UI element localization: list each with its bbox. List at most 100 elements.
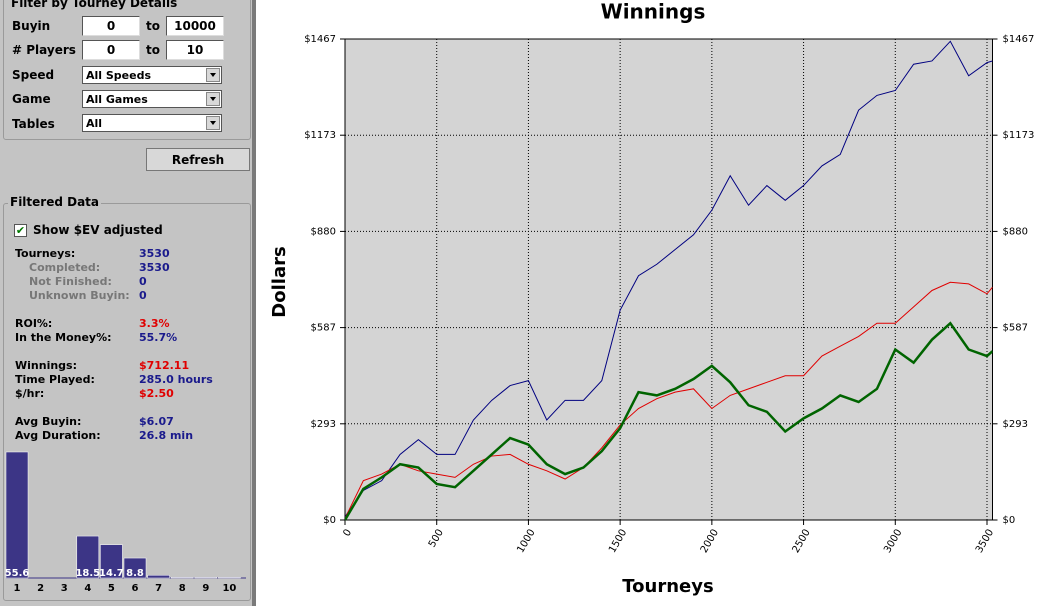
tables-value: All	[86, 117, 103, 130]
stat-label: Avg Duration:	[15, 429, 101, 442]
x-tick-label: 10	[222, 583, 236, 594]
players-label: # Players	[12, 43, 76, 57]
x-tick-label: 3000	[882, 528, 904, 556]
series-line	[345, 40, 993, 518]
y-tick-label: $587	[311, 323, 336, 334]
x-tick-label: 2500	[791, 528, 813, 556]
bar	[5, 451, 29, 579]
filter-title: Filter by Tourney Details	[9, 0, 180, 10]
stat-value: 3.3%	[139, 317, 170, 330]
bar	[76, 535, 100, 579]
series-line	[345, 321, 993, 521]
buyin-from[interactable]: 0	[82, 16, 140, 36]
dropdown-arrow[interactable]	[206, 68, 220, 82]
to-label: to	[146, 43, 160, 57]
x-tick-label: 5	[108, 583, 115, 594]
game-label: Game	[12, 92, 51, 106]
bar-value-label: 8.8	[126, 568, 144, 579]
lines	[345, 40, 993, 521]
checkbox[interactable]: ✔	[14, 224, 27, 237]
stat-label: Completed:	[29, 261, 101, 274]
speed-label: Speed	[12, 68, 55, 82]
buyin-to[interactable]: 10000	[166, 16, 224, 36]
stat-label: Tourneys:	[15, 247, 76, 260]
x-tick-label: 3500	[974, 528, 996, 556]
bar	[170, 577, 194, 579]
tables-select[interactable]: All	[82, 114, 222, 132]
stat-label: Winnings:	[15, 359, 77, 372]
stat-value: $2.50	[139, 387, 174, 400]
y-tick-label: $880	[311, 226, 336, 237]
plot-area	[344, 38, 993, 521]
bar	[218, 577, 241, 579]
stat-value: 55.7%	[139, 331, 178, 344]
stat-value: 0	[139, 289, 147, 302]
y2-tick-label: $293	[1003, 419, 1028, 430]
bar	[100, 544, 123, 579]
x-tick-label: 2000	[699, 528, 721, 556]
y2-tick-label: $587	[1003, 323, 1028, 334]
chart: Winnings Tourneys Dollars $0 $0 $293 $293 $5…	[269, 0, 1035, 597]
y-tick-label: $1467	[304, 34, 336, 45]
x-tick-label: 0	[341, 528, 354, 539]
filtered-title: Filtered Data	[8, 195, 102, 209]
x-tick-label: 3	[61, 583, 68, 594]
y-tick-label: $293	[311, 419, 336, 430]
stat-value: 3530	[139, 261, 170, 274]
stat-label: Not Finished:	[29, 275, 112, 288]
refresh-button[interactable]: Refresh	[146, 148, 250, 171]
y-tick-label: $0	[323, 515, 336, 526]
stat-label: $/hr:	[15, 387, 45, 400]
x-axis-label: Tourneys	[622, 576, 713, 597]
buyin-label: Buyin	[12, 19, 51, 33]
stat-value: 26.8 min	[139, 429, 194, 442]
stat-label: Avg Buyin:	[15, 415, 82, 428]
stat-label: In the Money%:	[15, 331, 112, 344]
stat-value: 285.0 hours	[139, 373, 213, 386]
chart-title: Winnings	[601, 0, 706, 24]
x-tick-label: 8	[179, 583, 186, 594]
x-tick-label: 2	[37, 583, 44, 594]
bar	[194, 577, 218, 579]
stat-value: 0	[139, 275, 147, 288]
finish-chart: 55.6 1 2 3 18.5 4 14.7 5 8.8 6 7 8 9 10	[5, 451, 246, 594]
tables-label: Tables	[12, 117, 55, 131]
series-line	[345, 281, 993, 519]
game-select[interactable]: All Games	[82, 90, 222, 108]
bar	[147, 575, 170, 579]
x-tick-label: 500	[427, 528, 446, 550]
x-tick-label: 1	[14, 583, 21, 594]
stat-value: 3530	[139, 247, 170, 260]
bar-value-label: 55.6	[5, 568, 30, 579]
y-tick-label: $1173	[304, 130, 336, 141]
y2-tick-label: $0	[1003, 515, 1016, 526]
x-tick-label: 9	[202, 583, 209, 594]
dropdown-arrow[interactable]	[206, 116, 220, 130]
y2-tick-label: $1467	[1003, 34, 1035, 45]
stat-label: Unknown Buyin:	[29, 289, 130, 302]
stat-label: Time Played:	[15, 373, 95, 386]
x-tick-label: 1000	[515, 528, 537, 556]
to-label: to	[146, 19, 160, 33]
bar-value-label: 18.5	[75, 568, 100, 579]
side-panel: Filter by Tourney Details Buyin 0 to 100…	[0, 0, 256, 606]
players-to[interactable]: 10	[166, 40, 224, 60]
dropdown-arrow[interactable]	[206, 92, 220, 106]
y2-tick-label: $880	[1003, 226, 1028, 237]
speed-select[interactable]: All Speeds	[82, 66, 222, 84]
speed-value: All Speeds	[86, 69, 152, 82]
checkbox-label: Show $EV adjusted	[33, 223, 163, 237]
bar-value-label: 14.7	[99, 568, 124, 579]
y-axis-label: Dollars	[269, 246, 290, 317]
y2-tick-label: $1173	[1003, 130, 1035, 141]
x-tick-label: 6	[132, 583, 139, 594]
filter-group	[3, 0, 251, 140]
x-tick-label: 7	[155, 583, 162, 594]
players-from[interactable]: 0	[82, 40, 140, 60]
bar	[123, 557, 147, 579]
x-tick-label: 1500	[607, 528, 629, 556]
game-value: All Games	[86, 93, 148, 106]
stat-label: ROI%:	[15, 317, 53, 330]
stat-value: $712.11	[139, 359, 190, 372]
